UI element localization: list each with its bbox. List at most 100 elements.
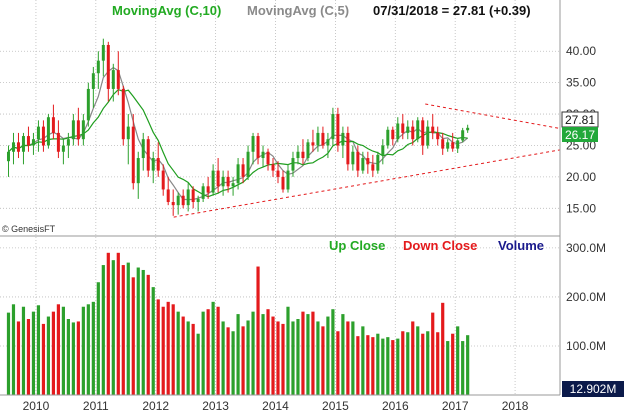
volume-bar [51, 311, 56, 395]
candle [371, 154, 375, 177]
candle [411, 120, 415, 146]
volume-bar [466, 335, 470, 395]
candle [201, 183, 205, 203]
volume-bar [291, 321, 295, 395]
volume-bar [131, 277, 135, 395]
candle [386, 126, 390, 149]
volume-bar [261, 314, 265, 395]
volume-bar [171, 304, 175, 395]
volume-bar [66, 319, 70, 395]
volume-bar [301, 311, 305, 395]
volume-bar [146, 274, 150, 395]
volume-bar [431, 312, 435, 395]
candle [126, 114, 130, 165]
volume-bar [191, 323, 195, 395]
volume-bar [311, 311, 315, 395]
volume-bar [356, 336, 360, 395]
volume-bar [456, 326, 460, 395]
candle [336, 107, 340, 152]
volume-bar [156, 299, 160, 395]
volume-bar [126, 262, 130, 395]
candle [286, 164, 290, 193]
candle [361, 151, 365, 174]
candle [241, 158, 245, 184]
candle [256, 132, 260, 165]
volume-bar [426, 331, 430, 395]
credit-text: © GenesisFT [2, 224, 56, 234]
candle [251, 132, 255, 165]
ma-badge-text: 26.17 [565, 128, 595, 142]
volume-bar [271, 316, 275, 395]
ma10-legend: MovingAvg (C,10) [112, 3, 221, 18]
volume-bar [226, 327, 230, 395]
volume-bar [326, 316, 330, 395]
candle [196, 195, 200, 212]
volume-bar [416, 326, 420, 395]
candle [431, 114, 435, 140]
volume-bar [36, 305, 41, 395]
volume-bar [86, 304, 90, 395]
candle [351, 145, 355, 171]
candle [446, 139, 450, 152]
candle [211, 164, 215, 196]
volume-badge: 12.902M [562, 381, 624, 397]
candle [56, 120, 60, 159]
candle [436, 126, 440, 146]
candle [226, 170, 230, 193]
year-tick-label: 2017 [442, 399, 469, 413]
trendline-layer [173, 103, 561, 218]
volume-bar [6, 312, 11, 395]
volume-bar [201, 311, 205, 395]
candle [221, 170, 225, 196]
candle [321, 126, 325, 149]
grid-layer [0, 0, 560, 395]
year-tick-label: 2016 [382, 399, 409, 413]
candle [261, 145, 265, 168]
volume-bar [111, 260, 115, 395]
candle [231, 176, 235, 196]
candle [116, 51, 120, 96]
candle [311, 129, 315, 152]
candle [331, 107, 335, 146]
price-badge-text: 27.81 [565, 113, 595, 127]
volume-bar [81, 306, 85, 395]
volume-bar [321, 326, 325, 395]
candle [461, 127, 465, 143]
year-tick-label: 2014 [262, 399, 289, 413]
candlesticks [6, 38, 470, 216]
volume-bar [266, 309, 270, 395]
candle [181, 189, 185, 209]
volume-bar [121, 265, 125, 395]
year-tick-label: 2013 [202, 399, 229, 413]
candle [346, 126, 350, 171]
volume-bar [196, 333, 200, 395]
candle [41, 120, 45, 152]
volume-bar [181, 316, 185, 395]
volume-bar [421, 333, 425, 395]
candle [451, 132, 455, 152]
volume-bar [246, 320, 250, 395]
candle [106, 41, 110, 102]
volume-bar [296, 319, 300, 395]
price-tick-label: 15.00 [566, 201, 596, 215]
candle [341, 126, 345, 159]
volume-bars [6, 252, 470, 395]
volume-bar [206, 309, 210, 395]
candle [426, 120, 430, 149]
volume-bar [11, 304, 16, 395]
candle [26, 126, 30, 152]
volume-bar [371, 337, 375, 395]
volume-bar [276, 321, 280, 395]
price-tick-label: 20.00 [566, 170, 596, 184]
candle [246, 145, 250, 181]
volume-bar [166, 301, 170, 395]
candle [86, 82, 90, 127]
candle [156, 142, 160, 177]
volume-bar [96, 282, 100, 395]
volume-bar [46, 316, 51, 395]
volume-legend: Volume [498, 238, 544, 253]
volume-bar [286, 306, 290, 395]
candle [146, 136, 150, 177]
candle [301, 139, 305, 165]
candle [101, 38, 105, 77]
